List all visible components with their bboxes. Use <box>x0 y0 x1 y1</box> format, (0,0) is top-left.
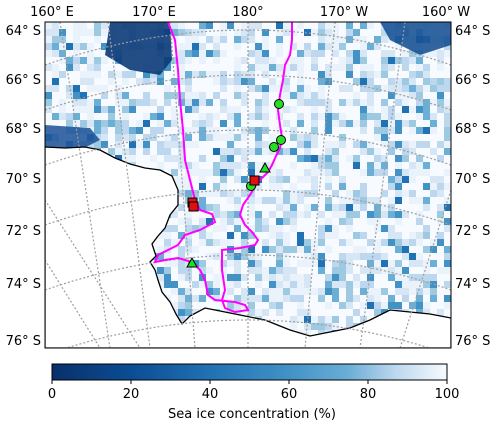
lat-label-left: 70° S <box>6 172 41 187</box>
lat-label-right: 74° S <box>455 277 490 292</box>
lat-label-left: 68° S <box>6 122 41 137</box>
lat-label-left: 66° S <box>6 73 41 88</box>
colorbar-tick-label: 40 <box>202 387 219 402</box>
open-water-right <box>380 22 451 55</box>
station-triangle <box>186 256 198 268</box>
colorbar: 0 20 40 60 80 100 Sea ice concentration (%) <box>48 363 460 422</box>
graticule <box>45 22 451 348</box>
lat-label-right: 64° S <box>455 24 490 39</box>
colorbar-tick-label: 60 <box>281 387 298 402</box>
station-markers <box>186 99 286 268</box>
colorbar-gradient <box>51 363 448 381</box>
ship-track <box>153 22 293 314</box>
station-circle <box>276 135 286 145</box>
colorbar-tick-label: 20 <box>123 387 140 402</box>
station-square <box>249 175 260 186</box>
lat-label-left: 64° S <box>6 24 41 39</box>
open-water-left <box>45 125 100 150</box>
map-frame <box>44 21 452 349</box>
lon-label: 160° W <box>422 5 470 20</box>
colorbar-tick-label: 0 <box>48 387 56 402</box>
lon-label: 170° E <box>132 5 176 20</box>
colorbar-ticks: 0 20 40 60 80 100 <box>48 380 460 402</box>
top-longitude-labels: 160° E 170° E 180° 170° W 160° W <box>30 5 470 20</box>
lat-label-right: 68° S <box>455 122 490 137</box>
station-circle <box>274 99 284 109</box>
lat-label-left: 74° S <box>6 277 41 292</box>
map-area <box>45 22 451 348</box>
lat-label-left: 72° S <box>6 224 41 239</box>
lat-label-right: 66° S <box>455 73 490 88</box>
station-triangle <box>259 161 271 173</box>
colorbar-tick-label: 80 <box>360 387 377 402</box>
open-water-top <box>105 22 172 75</box>
station-circle <box>269 142 279 152</box>
left-latitude-labels: 64° S 66° S 68° S 70° S 72° S 74° S 76° … <box>6 24 41 349</box>
lon-label: 170° W <box>320 5 368 20</box>
lat-label-left: 76° S <box>6 334 41 349</box>
lon-label: 160° E <box>30 5 74 20</box>
lat-label-right: 76° S <box>455 334 490 349</box>
lat-label-right: 70° S <box>455 172 490 187</box>
land-antarctica <box>45 146 451 348</box>
station-square <box>188 201 199 212</box>
lon-label: 180° <box>232 5 263 20</box>
colorbar-tick-label: 100 <box>435 387 460 402</box>
lat-label-right: 72° S <box>455 224 490 239</box>
colorbar-label: Sea ice concentration (%) <box>168 407 336 422</box>
right-latitude-labels: 64° S 66° S 68° S 70° S 72° S 74° S 76° … <box>455 24 490 349</box>
